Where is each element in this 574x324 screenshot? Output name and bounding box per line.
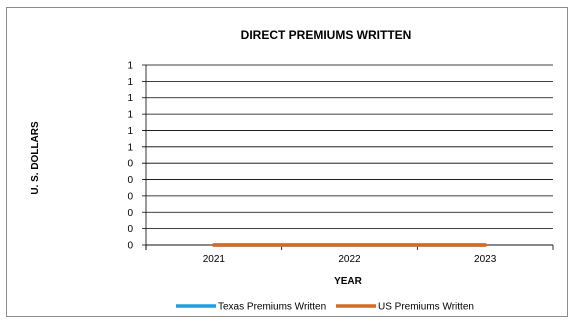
y-tick-label: 0 [127,175,133,186]
chart-title: DIRECT PREMIUMS WRITTEN [241,28,412,42]
y-tick-label: 0 [127,191,133,202]
y-tick-label: 1 [127,77,133,88]
chart-frame [6,7,568,317]
x-tick-labels: 2021 2022 2023 [203,254,497,265]
y-tick-label: 1 [127,93,133,104]
legend-label: Texas Premiums Written [218,302,326,313]
y-tick-label: 1 [127,61,133,72]
y-axis-title: U. S. DOLLARS [30,121,41,195]
y-tick-label: 0 [127,159,133,170]
y-tick-label: 1 [127,110,133,121]
x-axis-title: YEAR [334,276,363,287]
x-tick-label: 2022 [338,254,361,265]
legend: Texas Premiums Written US Premiums Writte… [176,302,474,313]
y-tick-label: 0 [127,208,133,219]
y-tick-label: 1 [127,126,133,137]
legend-label: US Premiums Written [378,302,474,313]
y-tick-labels: 0 0 0 0 0 0 1 1 1 1 1 1 [127,61,133,252]
axes [145,65,554,250]
y-tick-label: 1 [127,142,133,153]
x-tick-label: 2023 [474,254,497,265]
grid-lines [142,64,553,246]
y-tick-label: 0 [127,224,133,235]
x-tick-label: 2021 [203,254,226,265]
y-tick-label: 0 [127,241,133,252]
